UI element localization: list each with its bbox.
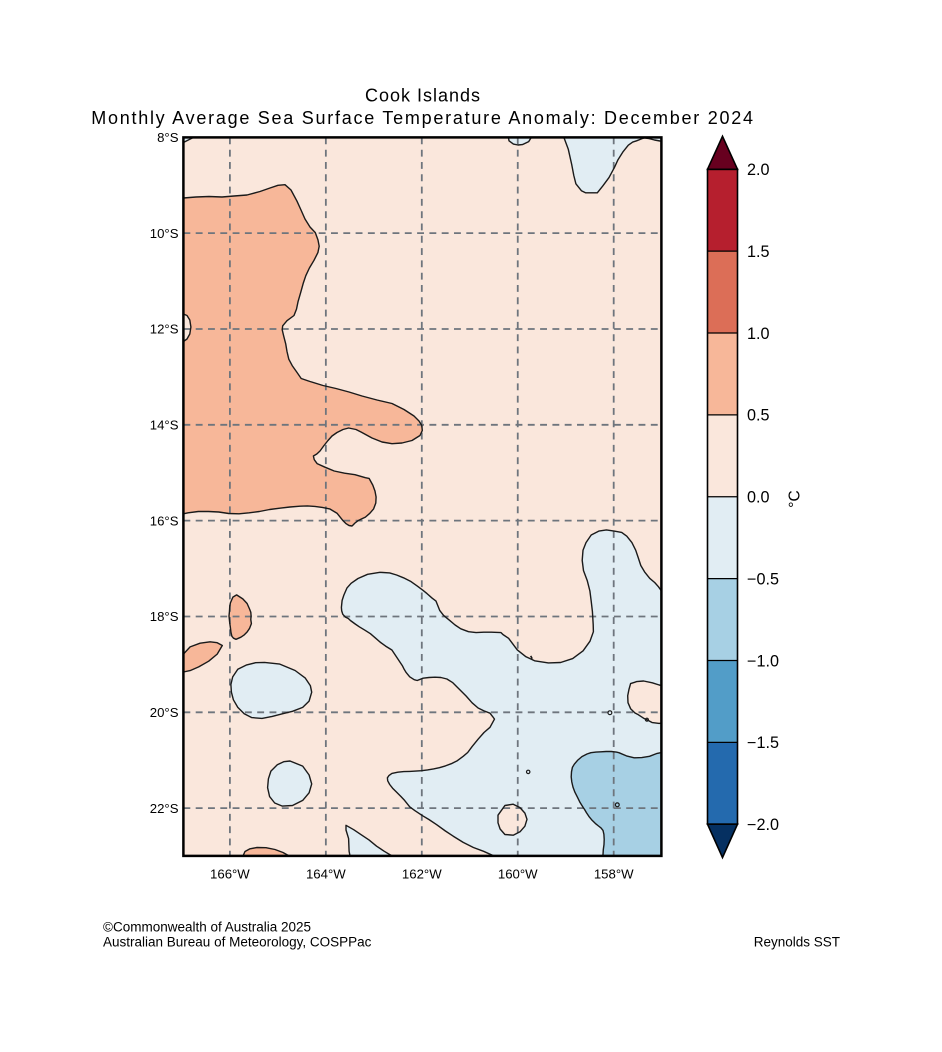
svg-text:©Commonwealth of Australia 202: ©Commonwealth of Australia 2025	[103, 920, 311, 935]
svg-text:18°S: 18°S	[150, 609, 179, 624]
svg-text:Cook Islands: Cook Islands	[365, 86, 481, 106]
svg-text:16°S: 16°S	[150, 513, 179, 528]
svg-text:0.0: 0.0	[747, 489, 770, 507]
svg-text:158°W: 158°W	[594, 867, 634, 882]
svg-text:162°W: 162°W	[402, 867, 442, 882]
svg-text:2.0: 2.0	[747, 161, 770, 179]
svg-text:20°S: 20°S	[150, 705, 179, 720]
svg-text:0.5: 0.5	[747, 407, 770, 425]
svg-text:160°W: 160°W	[498, 867, 538, 882]
svg-text:10°S: 10°S	[150, 226, 179, 241]
svg-text:°C: °C	[787, 490, 804, 507]
svg-text:22°S: 22°S	[150, 801, 179, 816]
svg-text:1.5: 1.5	[747, 243, 770, 261]
svg-text:8°S: 8°S	[157, 130, 179, 145]
svg-text:166°W: 166°W	[210, 867, 250, 882]
svg-text:−1.0: −1.0	[747, 652, 779, 670]
svg-text:−0.5: −0.5	[747, 570, 779, 588]
svg-text:1.0: 1.0	[747, 325, 770, 343]
svg-text:Reynolds SST: Reynolds SST	[754, 935, 840, 950]
svg-text:−1.5: −1.5	[747, 734, 779, 752]
svg-text:12°S: 12°S	[150, 322, 179, 337]
svg-text:14°S: 14°S	[150, 418, 179, 433]
svg-text:Australian Bureau of Meteorolo: Australian Bureau of Meteorology, COSPPa…	[103, 935, 372, 950]
svg-text:−2.0: −2.0	[747, 816, 779, 834]
svg-text:Monthly Average Sea Surface Te: Monthly Average Sea Surface Temperature …	[91, 108, 755, 128]
svg-text:164°W: 164°W	[306, 867, 346, 882]
